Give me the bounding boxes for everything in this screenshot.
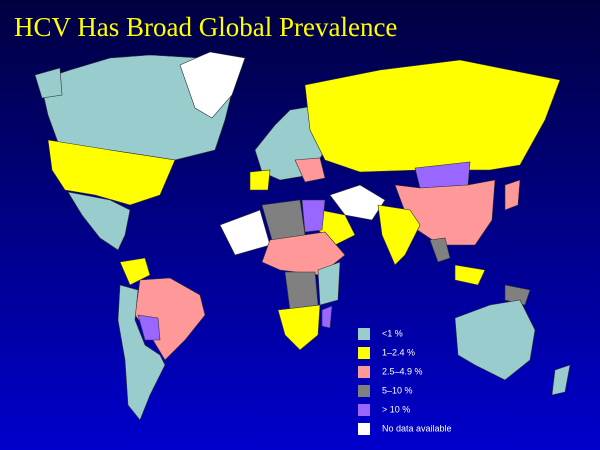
legend-swatch [358, 423, 370, 435]
legend: <1 % 1–2.4 % 2.5–4.9 % 5–10 % > 10 % No data … [358, 328, 452, 435]
legend-label: <1 % [382, 328, 403, 338]
venezuela [119, 257, 151, 286]
legend-label: No data available [382, 423, 452, 433]
bolivia [137, 314, 161, 341]
indochina [429, 237, 451, 263]
india [377, 204, 421, 266]
indonesia [454, 264, 486, 286]
new-zealand [551, 364, 571, 396]
legend-label: 5–10 % [382, 385, 413, 395]
legend-swatch [358, 347, 370, 359]
mexico [67, 191, 131, 251]
alaska [34, 67, 63, 99]
southern-africa [277, 304, 321, 351]
legend-swatch [358, 385, 370, 397]
legend-label: > 10 % [382, 404, 410, 414]
legend-swatch [358, 328, 370, 340]
russia [304, 59, 561, 173]
china [394, 179, 496, 246]
legend-label: 2.5–4.9 % [382, 366, 423, 376]
andes [117, 284, 166, 421]
congo [284, 271, 319, 311]
east-africa [317, 261, 341, 306]
egypt [301, 199, 326, 233]
legend-swatch [358, 404, 370, 416]
iberia [249, 169, 271, 191]
legend-swatch [358, 366, 370, 378]
usa [47, 139, 176, 206]
balkans [294, 157, 326, 183]
legend-label: 1–2.4 % [382, 347, 415, 357]
greenland [179, 51, 246, 119]
japan [504, 179, 521, 211]
madagascar [321, 305, 333, 329]
world-map [34, 51, 571, 421]
australia [454, 299, 536, 381]
new-guinea [504, 284, 531, 306]
title: HCV Has Broad Global Prevalence [14, 12, 397, 42]
